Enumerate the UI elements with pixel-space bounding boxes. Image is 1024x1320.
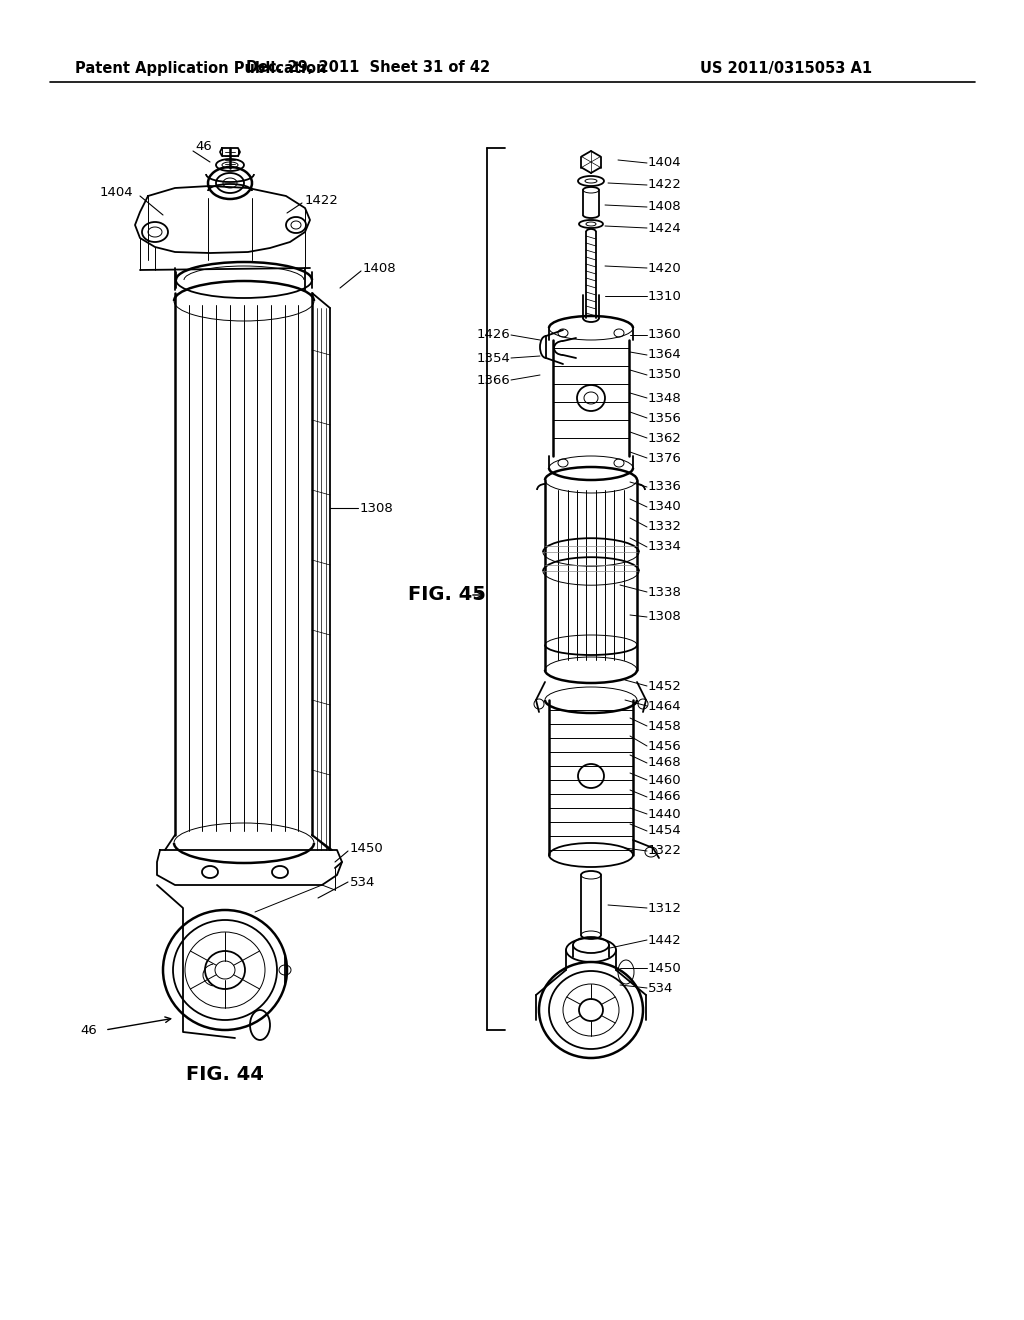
- Text: 1456: 1456: [648, 739, 682, 752]
- Text: 1452: 1452: [648, 680, 682, 693]
- Text: 1312: 1312: [648, 902, 682, 915]
- Text: 1350: 1350: [648, 368, 682, 381]
- Text: 1310: 1310: [648, 289, 682, 302]
- Text: FIG. 44: FIG. 44: [186, 1065, 264, 1085]
- Text: 1408: 1408: [648, 201, 682, 214]
- Text: 1338: 1338: [648, 586, 682, 598]
- Text: 1468: 1468: [648, 756, 682, 770]
- Text: Dec. 29, 2011  Sheet 31 of 42: Dec. 29, 2011 Sheet 31 of 42: [246, 61, 490, 75]
- Text: Patent Application Publication: Patent Application Publication: [75, 61, 327, 75]
- Text: 1450: 1450: [350, 842, 384, 854]
- Text: 1440: 1440: [648, 808, 682, 821]
- Text: 1422: 1422: [305, 194, 339, 206]
- Text: 1376: 1376: [648, 451, 682, 465]
- Text: 1348: 1348: [648, 392, 682, 404]
- Text: 1450: 1450: [648, 961, 682, 974]
- Text: 1356: 1356: [648, 412, 682, 425]
- Text: 1442: 1442: [648, 933, 682, 946]
- Text: 1308: 1308: [648, 610, 682, 623]
- Text: 1360: 1360: [648, 329, 682, 342]
- Text: 534: 534: [350, 875, 376, 888]
- Text: 1354: 1354: [476, 351, 510, 364]
- Text: US 2011/0315053 A1: US 2011/0315053 A1: [700, 61, 872, 75]
- Text: 1404: 1404: [648, 157, 682, 169]
- Text: 1322: 1322: [648, 845, 682, 858]
- Text: 1424: 1424: [648, 222, 682, 235]
- Text: 1426: 1426: [476, 329, 510, 342]
- Text: 46: 46: [80, 1023, 96, 1036]
- Text: 534: 534: [648, 982, 674, 994]
- Text: 1366: 1366: [476, 374, 510, 387]
- Text: 1464: 1464: [648, 700, 682, 713]
- Text: 1466: 1466: [648, 791, 682, 804]
- Text: 1422: 1422: [648, 178, 682, 191]
- Text: 1454: 1454: [648, 825, 682, 837]
- Text: 1420: 1420: [648, 261, 682, 275]
- Text: 1336: 1336: [648, 480, 682, 494]
- Text: 1364: 1364: [648, 348, 682, 362]
- Text: 46: 46: [195, 140, 212, 153]
- Text: 1334: 1334: [648, 540, 682, 553]
- Text: 1458: 1458: [648, 719, 682, 733]
- Text: 1460: 1460: [648, 774, 682, 787]
- Text: 1332: 1332: [648, 520, 682, 533]
- Text: 1362: 1362: [648, 432, 682, 445]
- Text: 1404: 1404: [100, 186, 133, 198]
- Text: 1340: 1340: [648, 500, 682, 513]
- Text: FIG. 45: FIG. 45: [408, 586, 485, 605]
- Text: 1408: 1408: [362, 261, 396, 275]
- Text: 1308: 1308: [360, 502, 394, 515]
